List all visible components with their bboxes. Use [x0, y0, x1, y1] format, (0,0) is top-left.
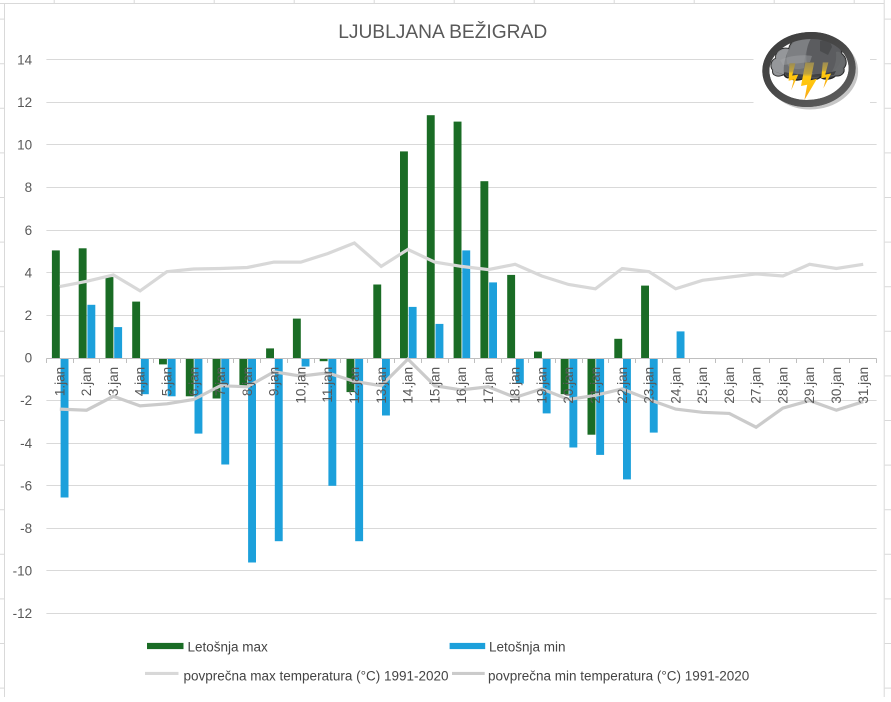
svg-text:26.jan: 26.jan [722, 367, 737, 404]
svg-text:11.jan: 11.jan [320, 367, 335, 403]
svg-text:-10: -10 [13, 564, 33, 579]
svg-text:-12: -12 [13, 606, 33, 621]
svg-text:-2: -2 [20, 393, 32, 408]
svg-text:6: 6 [25, 223, 33, 238]
svg-text:8: 8 [25, 180, 33, 195]
svg-text:29.jan: 29.jan [802, 367, 817, 404]
svg-text:5.jan: 5.jan [160, 367, 175, 396]
svg-text:-4: -4 [20, 436, 32, 451]
svg-text:povprečna min temperatura (°C): povprečna min temperatura (°C) 1991-2020 [488, 669, 749, 684]
svg-text:18.jan: 18.jan [508, 367, 523, 404]
svg-text:3.jan: 3.jan [106, 367, 121, 396]
svg-text:13.jan: 13.jan [374, 367, 389, 404]
svg-text:10: 10 [17, 138, 32, 153]
svg-text:14: 14 [17, 52, 33, 67]
svg-text:24.jan: 24.jan [668, 367, 683, 404]
svg-text:15.jan: 15.jan [427, 367, 442, 404]
svg-text:povprečna max temperatura (°C): povprečna max temperatura (°C) 1991-2020 [184, 669, 449, 684]
svg-text:30.jan: 30.jan [829, 367, 844, 404]
svg-text:14.jan: 14.jan [401, 367, 416, 404]
svg-text:7.jan: 7.jan [213, 367, 228, 396]
svg-text:-6: -6 [20, 478, 32, 493]
svg-text:25.jan: 25.jan [695, 367, 710, 404]
svg-text:4: 4 [25, 265, 33, 280]
svg-text:19.jan: 19.jan [534, 367, 549, 404]
svg-text:6.jan: 6.jan [186, 367, 201, 396]
svg-text:28.jan: 28.jan [776, 367, 791, 404]
svg-text:16.jan: 16.jan [454, 367, 469, 404]
svg-text:LJUBLJANA BEŽIGRAD: LJUBLJANA BEŽIGRAD [338, 22, 547, 43]
svg-text:9.jan: 9.jan [267, 367, 282, 396]
svg-text:10.jan: 10.jan [293, 367, 308, 404]
svg-text:-8: -8 [20, 521, 32, 536]
svg-text:2: 2 [25, 308, 33, 323]
svg-text:12: 12 [17, 95, 32, 110]
svg-text:4.jan: 4.jan [133, 367, 148, 396]
svg-text:23.jan: 23.jan [642, 367, 657, 404]
svg-text:31.jan: 31.jan [856, 367, 871, 404]
svg-text:Letošnja min: Letošnja min [489, 640, 566, 655]
svg-text:17.jan: 17.jan [481, 367, 496, 404]
svg-text:8.jan: 8.jan [240, 367, 255, 396]
svg-text:21.jan: 21.jan [588, 367, 603, 404]
svg-text:0: 0 [25, 351, 33, 366]
svg-text:1.jan: 1.jan [52, 367, 67, 396]
svg-text:20.jan: 20.jan [561, 367, 576, 404]
svg-text:12.jan: 12.jan [347, 367, 362, 404]
svg-text:22.jan: 22.jan [615, 367, 630, 404]
svg-text:27.jan: 27.jan [749, 367, 764, 404]
svg-text:2.jan: 2.jan [79, 367, 94, 396]
svg-text:Letošnja max: Letošnja max [188, 640, 269, 655]
